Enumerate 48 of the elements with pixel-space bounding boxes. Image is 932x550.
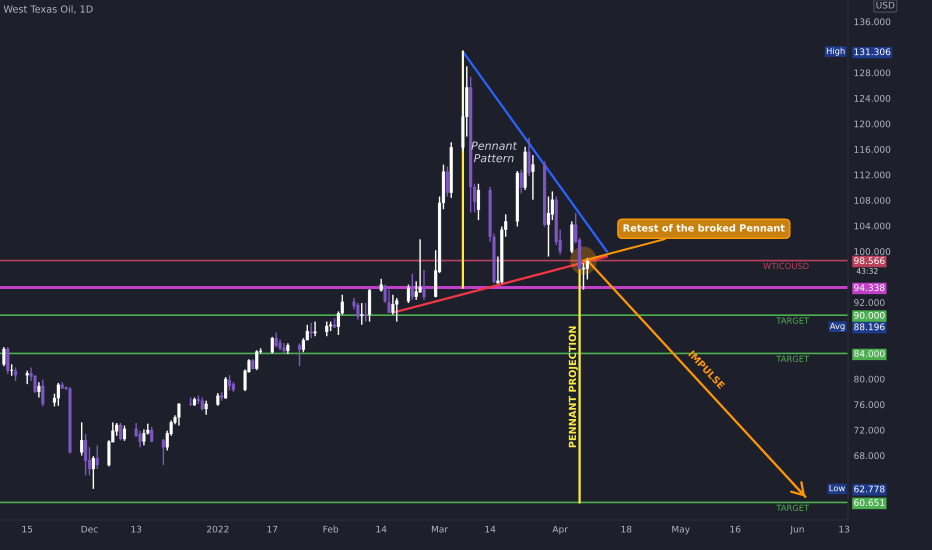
x-tick-label: Apr	[552, 526, 568, 534]
y2-tick-label: 88.196	[854, 323, 885, 330]
y-tick-label: 104.000	[854, 222, 890, 230]
y-tick-label: 120.000	[854, 120, 890, 128]
x-tick-label: Dec	[82, 526, 98, 533]
y-tick-label: 136.000	[854, 18, 890, 26]
x-tick-label: 15	[22, 526, 32, 533]
x-tick-label: Mar	[432, 526, 448, 533]
ref-line-label: TARGET	[776, 356, 810, 362]
y2-tick-label: 98.566	[854, 257, 885, 264]
x-tick-label: Jun	[790, 526, 804, 534]
chart-title: West Texas Oil, 1D	[4, 5, 93, 14]
y-tick-label: 124.000	[854, 94, 890, 102]
y-tick-label: 112.000	[854, 172, 890, 178]
x-tick-label: 17	[268, 526, 278, 532]
y-tick-label: 100.000	[854, 248, 890, 255]
y2-tick-label: 90.000	[854, 312, 885, 319]
y2-tick-label: 131.306	[854, 48, 890, 56]
y2-tick-label: 94.338	[854, 284, 885, 292]
x-tick-label: 13	[839, 526, 850, 533]
y-tick-label: 108.000	[854, 197, 890, 204]
x-tick-label: 14	[376, 526, 386, 532]
annotation: High	[826, 48, 845, 56]
x-tick-label: 13	[131, 526, 142, 533]
x-tick-label: 16	[730, 526, 740, 533]
ref-line-label: TARGET	[776, 317, 810, 324]
x-tick-label: Feb	[324, 526, 338, 533]
annotation: Low	[830, 485, 845, 492]
annotation: Retest of the broked Pennant	[624, 224, 785, 232]
y2-tick-label: 84.000	[854, 350, 885, 358]
annotation: Avg	[830, 322, 844, 331]
y-tick-label: 128.000	[854, 69, 890, 76]
x-tick-label: 2022	[207, 526, 228, 533]
y-tick-label: 72.000	[854, 426, 885, 434]
x-tick-label: May	[672, 526, 690, 534]
ref-line-label: WTICOUSD	[763, 262, 809, 270]
ref-line-label: TARGET	[776, 504, 810, 511]
y-tick-label: 116.000	[854, 146, 890, 153]
y-tick-label: 80.000	[854, 376, 885, 383]
x-tick-label: 14	[485, 526, 496, 532]
annotation: PENNANT PROJECTION	[568, 326, 578, 448]
y2-tick-label: 62.778	[854, 486, 885, 492]
y2-tick-label: 60.651	[854, 499, 884, 506]
y-tick-label: 76.000	[854, 401, 885, 408]
y-tick-label: 92.000	[854, 299, 885, 306]
y2-axis-title: USD	[876, 2, 894, 9]
y-tick-label: 68.000	[854, 452, 885, 460]
x-tick-label: 18	[622, 526, 632, 533]
